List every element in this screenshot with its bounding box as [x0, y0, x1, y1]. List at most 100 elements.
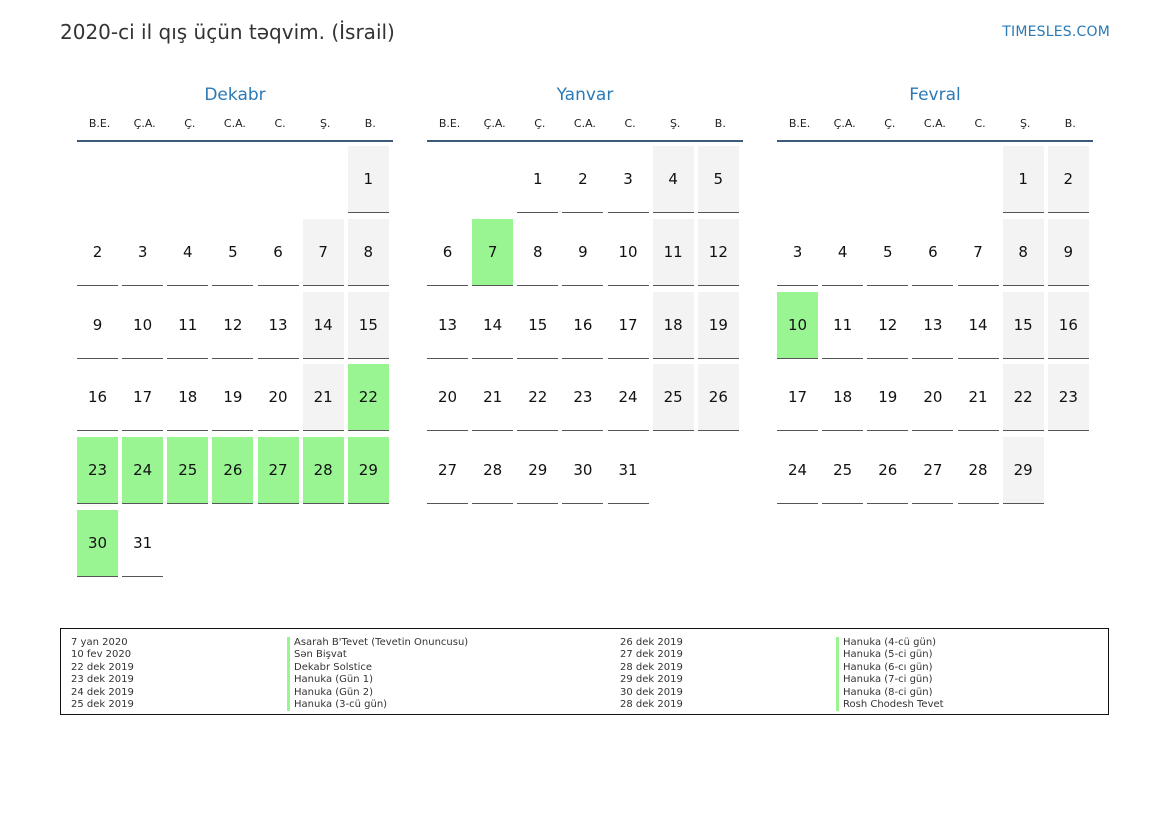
- day-cell[interactable]: 29: [347, 437, 389, 505]
- day-cell[interactable]: 15: [1002, 291, 1044, 359]
- day-cell[interactable]: 25: [822, 437, 864, 505]
- day-cell[interactable]: 3: [777, 219, 818, 286]
- day-cell[interactable]: 11: [167, 292, 209, 359]
- day-cell[interactable]: 25: [167, 437, 209, 505]
- legend-date: 22 dek 2019: [71, 661, 134, 673]
- day-cell[interactable]: 10: [777, 291, 818, 359]
- day-cell[interactable]: 6: [257, 219, 299, 286]
- day-cell[interactable]: 20: [427, 364, 468, 432]
- day-cell[interactable]: 23: [562, 364, 604, 432]
- legend-holiday-name: Hanuka (Gün 1): [287, 674, 468, 687]
- day-cell[interactable]: 6: [912, 219, 954, 286]
- day-cell[interactable]: 5: [867, 219, 909, 286]
- day-cell[interactable]: 6: [427, 219, 468, 286]
- day-cell[interactable]: 27: [912, 437, 954, 505]
- day-cell[interactable]: 12: [867, 292, 909, 359]
- day-cell[interactable]: 16: [1047, 291, 1089, 359]
- day-cell[interactable]: 22: [517, 364, 559, 432]
- day-cell[interactable]: 24: [777, 437, 818, 505]
- day-cell[interactable]: 4: [167, 219, 209, 286]
- day-cell[interactable]: 18: [652, 291, 694, 359]
- weekday-label: Ç.: [184, 117, 196, 130]
- day-cell[interactable]: 11: [652, 218, 694, 286]
- day-cell[interactable]: 13: [257, 292, 299, 359]
- site-logo-link[interactable]: TIMESLES.COM: [1002, 24, 1110, 40]
- day-cell[interactable]: 17: [122, 364, 164, 432]
- day-cell[interactable]: 7: [472, 218, 514, 286]
- day-cell[interactable]: 1: [1002, 146, 1044, 213]
- day-cell[interactable]: 14: [472, 292, 514, 359]
- day-cell[interactable]: 21: [957, 364, 999, 432]
- day-cell[interactable]: 7: [302, 218, 344, 286]
- day-cell[interactable]: 9: [562, 219, 604, 286]
- day-cell[interactable]: 4: [822, 219, 864, 286]
- day-cell[interactable]: 13: [912, 292, 954, 359]
- day-cell[interactable]: 27: [257, 437, 299, 505]
- day-cell[interactable]: 8: [347, 218, 389, 286]
- weekday-label: C.: [624, 117, 636, 130]
- day-cell[interactable]: 19: [697, 291, 739, 359]
- day-cell[interactable]: 13: [427, 292, 468, 359]
- day-cell[interactable]: 1: [517, 146, 559, 213]
- day-cell[interactable]: 3: [122, 219, 164, 286]
- day-cell[interactable]: 2: [77, 219, 118, 286]
- day-cell[interactable]: 14: [957, 292, 999, 359]
- day-cell[interactable]: 28: [957, 437, 999, 505]
- day-cell[interactable]: 14: [302, 291, 344, 359]
- weekday-label: B.: [364, 117, 376, 130]
- day-cell[interactable]: 12: [212, 292, 254, 359]
- day-cell[interactable]: 1: [347, 146, 389, 213]
- day-cell[interactable]: 2: [1047, 146, 1089, 213]
- day-cell[interactable]: 12: [697, 218, 739, 286]
- day-cell[interactable]: 5: [697, 146, 739, 213]
- day-cell[interactable]: 25: [652, 364, 694, 432]
- day-cell[interactable]: 20: [912, 364, 954, 432]
- day-cell[interactable]: 24: [122, 437, 164, 505]
- day-cell[interactable]: 4: [652, 146, 694, 213]
- day-cell[interactable]: 8: [1002, 218, 1044, 286]
- day-cell[interactable]: 9: [1047, 218, 1089, 286]
- day-cell[interactable]: 17: [607, 292, 649, 359]
- day-cell[interactable]: 27: [427, 437, 468, 505]
- day-cell[interactable]: 29: [517, 437, 559, 505]
- day-cell[interactable]: 8: [517, 219, 559, 286]
- day-cell[interactable]: 26: [867, 437, 909, 505]
- day-cell[interactable]: 22: [1002, 364, 1044, 432]
- day-cell[interactable]: 30: [77, 510, 118, 577]
- day-cell[interactable]: 16: [562, 292, 604, 359]
- day-cell[interactable]: 17: [777, 364, 818, 432]
- day-cell[interactable]: 23: [1047, 364, 1089, 432]
- day-cell[interactable]: 28: [472, 437, 514, 505]
- day-cell[interactable]: 24: [607, 364, 649, 432]
- day-cell[interactable]: 15: [517, 292, 559, 359]
- day-cell[interactable]: 22: [347, 364, 389, 432]
- holiday-legend: 7 yan 2020 10 fev 2020 22 dek 2019 23 dek 2…: [60, 628, 1109, 715]
- day-cell[interactable]: 11: [822, 292, 864, 359]
- day-cell[interactable]: 19: [212, 364, 254, 432]
- day-cell[interactable]: 5: [212, 219, 254, 286]
- day-cell[interactable]: 2: [562, 146, 604, 213]
- day-cell[interactable]: 21: [472, 364, 514, 432]
- day-cell[interactable]: 29: [1002, 437, 1044, 505]
- day-cell[interactable]: 10: [607, 219, 649, 286]
- day-cell[interactable]: 7: [957, 219, 999, 286]
- day-cell[interactable]: 18: [822, 364, 864, 432]
- day-cell[interactable]: 21: [302, 364, 344, 432]
- weekday-label: B.E.: [788, 117, 811, 130]
- day-cell[interactable]: 26: [697, 364, 739, 432]
- day-cell[interactable]: 26: [212, 437, 254, 505]
- day-cell[interactable]: 10: [122, 292, 164, 359]
- day-cell[interactable]: 3: [607, 146, 649, 213]
- legend-dates-col-2: 26 dek 2019 27 dek 2019 28 dek 2019 29 dek …: [620, 637, 683, 711]
- day-cell[interactable]: 23: [77, 437, 118, 505]
- day-cell[interactable]: 30: [562, 437, 604, 505]
- day-cell[interactable]: 16: [77, 364, 118, 432]
- day-cell[interactable]: 15: [347, 291, 389, 359]
- day-cell[interactable]: 31: [122, 510, 164, 577]
- day-cell[interactable]: 9: [77, 292, 118, 359]
- day-cell[interactable]: 19: [867, 364, 909, 432]
- day-cell[interactable]: 20: [257, 364, 299, 432]
- day-cell[interactable]: 31: [607, 437, 649, 505]
- day-cell[interactable]: 28: [302, 437, 344, 505]
- day-cell[interactable]: 18: [167, 364, 209, 432]
